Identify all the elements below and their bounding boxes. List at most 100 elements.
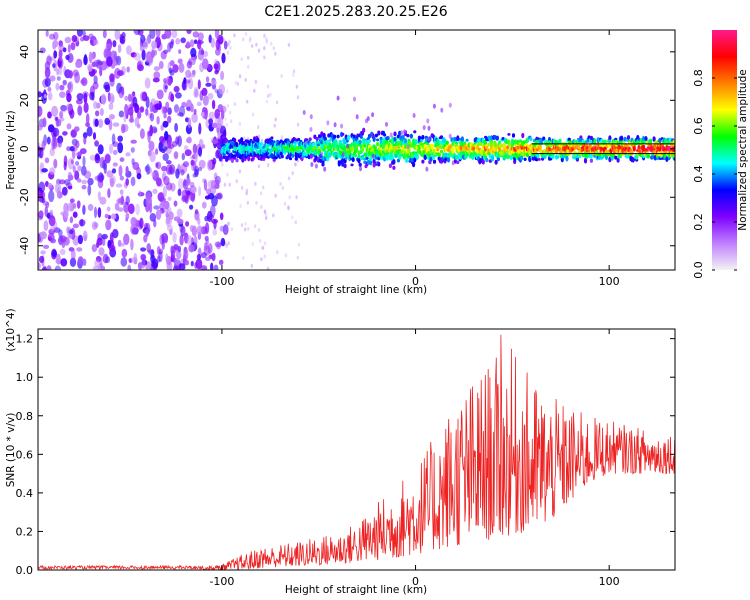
spectrogram-cell [162,146,168,151]
spectrogram-cell [405,158,409,163]
spectrogram-ytick-label: -40 [18,237,31,255]
spectrogram-cell [214,108,220,119]
spectrogram-cell [178,62,185,73]
spectrogram-cell [197,32,204,41]
spectrogram-cell [173,243,179,251]
spectrogram-cell [104,84,111,93]
spectrogram-cell [190,260,194,267]
spectrogram-cell [238,121,242,126]
spectrogram-cell [125,178,129,186]
spectrogram-cell [537,157,541,161]
spectrogram-cell [263,33,266,38]
spectrogram-cell [260,205,263,209]
spectrogram-cell [53,140,57,150]
spectrogram-cell [214,175,221,185]
spectrogram-cell [143,234,148,243]
spectrogram-cell [235,158,239,163]
spectrogram-ytick-label: 0 [18,145,31,152]
snr-ylabel: SNR (10 * v/v) [5,413,17,488]
spectrogram-cell [263,209,267,214]
spectrogram-cell [304,140,308,146]
spectrogram-cell [263,209,267,214]
spectrogram-cell [109,143,113,154]
spectrogram-cell [187,117,192,129]
spectrogram-cell [64,36,72,44]
spectrogram-cell [177,178,184,190]
spectrogram-cell [54,116,58,121]
spectrogram-cell [536,137,540,140]
spectrogram-cell [163,112,167,119]
spectrogram-cell [222,224,229,236]
spectrogram-cell [62,131,68,136]
spectrogram-cell [227,241,230,246]
spectrogram-cell [197,217,201,226]
spectrogram-cell [240,137,244,143]
spectrogram-cell [196,253,201,261]
spectrogram-cell [52,127,60,137]
spectrogram-cell [121,123,126,134]
spectrogram-cell [82,204,86,215]
spectrogram-cell [294,156,298,161]
spectrogram-cell [247,226,250,231]
spectrogram-cell [77,105,83,116]
spectrogram-cell [521,132,525,139]
spectrogram-cell [385,121,388,127]
spectrogram-cell [190,47,197,58]
spectrogram-cell [186,41,191,49]
spectrogram-cell [279,139,283,143]
spectrogram-cell [99,196,107,205]
spectrogram-cell [208,111,215,120]
spectrogram-cell [164,130,169,141]
spectrogram-cell [266,84,270,89]
spectrogram-cell [133,30,141,36]
spectrogram-cell [266,163,270,168]
spectrogram-cell [99,174,105,181]
spectrogram-cell [174,257,181,265]
spectrogram-cell [62,79,67,86]
spectrogram-cell [145,228,149,237]
spectrogram-cell [359,166,362,172]
spectrogram-cell [529,137,533,141]
spectrogram-cell [160,124,164,131]
spectrogram-cell [392,165,396,170]
spectrogram-cell [295,146,299,151]
spectrogram-cell [189,204,194,210]
spectrogram-cell [314,163,318,169]
spectrogram-cell [56,253,61,265]
spectrogram-cell [49,75,56,82]
spectrogram-cell [253,224,257,229]
spectrogram-cell [163,200,170,210]
spectrogram-cell [66,182,73,189]
spectrogram-cell [274,51,277,56]
spectrogram-cell [207,243,213,254]
spectrogram-cell [215,48,221,56]
spectrogram-cell [211,139,219,144]
spectrogram-cell [107,188,111,199]
spectrogram-cell [94,118,99,128]
spectrogram-cell [67,158,75,170]
spectrogram-cell [98,247,105,256]
spectrogram-cell [98,60,104,66]
spectrogram-cell [229,119,233,124]
spectrogram-cell [139,106,145,113]
spectrogram-cell [336,134,340,139]
spectrogram-cell [280,154,284,159]
spectrogram-cell [366,116,370,122]
spectrogram-cell [242,256,245,261]
spectrogram-cell [60,105,67,113]
spectrogram-cell [481,159,485,165]
spectrogram-cell [415,153,419,160]
spectrogram-cell [439,135,444,140]
spectrogram-cell [196,39,202,50]
spectrogram-cell [210,79,217,86]
spectrogram-cell [57,186,60,199]
chart-title: C2E1.2025.283.20.25.E26 [264,4,447,20]
spectrogram-cell [179,234,184,246]
spectrogram-cell [395,145,399,151]
spectrogram-cell [112,122,120,127]
spectrogram-cell [47,182,53,189]
spectrogram-cell [652,136,656,143]
spectrogram-cell [167,196,172,201]
spectrogram-cell [635,154,639,160]
spectrogram-cell [57,56,64,69]
